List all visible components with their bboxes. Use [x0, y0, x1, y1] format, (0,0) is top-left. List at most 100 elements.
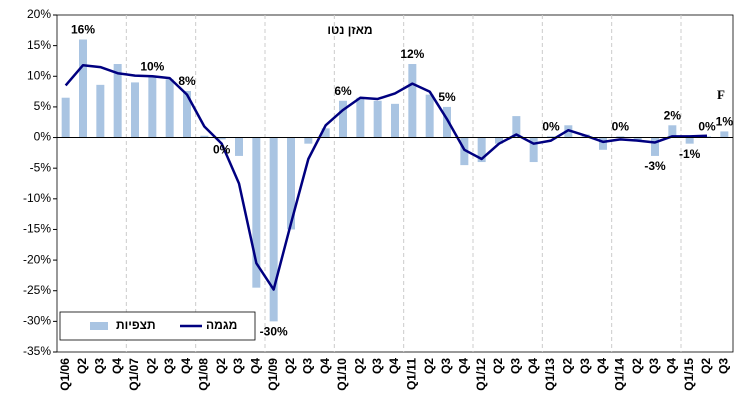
- bar: [339, 100, 347, 138]
- x-tick-label: Q2: [422, 358, 436, 374]
- bar: [373, 100, 382, 138]
- x-tick-label: Q3: [509, 358, 523, 374]
- legend-label: תצפיות: [116, 318, 156, 332]
- bar: [668, 125, 677, 138]
- bar: [96, 84, 105, 138]
- x-tick-label: Q2: [145, 358, 159, 374]
- bar: [61, 97, 70, 138]
- x-tick-label: Q4: [179, 358, 193, 374]
- y-tick-label: -35%: [23, 344, 51, 358]
- data-label: 1%: [716, 115, 734, 129]
- bar: [408, 64, 417, 138]
- x-tick-label: Q1/08: [197, 358, 211, 391]
- data-label: 12%: [400, 47, 424, 61]
- data-label: 0%: [213, 143, 231, 157]
- x-tick-label: Q2: [561, 358, 575, 374]
- y-tick-label: 15%: [27, 38, 51, 52]
- x-tick-label: Q1/09: [266, 358, 280, 391]
- bar: [651, 137, 659, 156]
- data-label: 10%: [140, 59, 164, 73]
- bar: [269, 137, 278, 322]
- bar: [321, 128, 330, 138]
- data-label: 0%: [698, 119, 716, 133]
- x-tick-label: Q2: [630, 358, 644, 374]
- x-tick-label: Q1/15: [682, 358, 696, 391]
- bar: [235, 137, 243, 156]
- bar: [356, 97, 365, 138]
- bar: [131, 82, 139, 138]
- bar: [183, 90, 191, 138]
- bar: [391, 103, 399, 138]
- bar: [200, 135, 209, 138]
- annotation: F: [717, 87, 725, 102]
- bar: [599, 137, 607, 150]
- bar: [165, 79, 174, 138]
- x-tick-label: Q4: [110, 358, 124, 374]
- data-label: 0%: [542, 119, 560, 133]
- x-tick-label: Q4: [526, 358, 540, 374]
- bar: [113, 64, 122, 138]
- trend-line: [64, 63, 708, 291]
- x-tick-label: Q3: [231, 358, 245, 374]
- x-tick-label: Q2: [353, 358, 367, 374]
- bar: [633, 137, 642, 141]
- y-tick-label: 20%: [27, 7, 51, 21]
- x-tick-label: Q4: [318, 358, 332, 374]
- bar: [148, 76, 157, 138]
- y-tick-label: -15%: [23, 222, 51, 236]
- data-label: 5%: [438, 90, 456, 104]
- x-tick-label: Q1/06: [58, 358, 72, 391]
- x-tick-label: Q1/12: [474, 358, 488, 391]
- x-tick-label: Q3: [301, 358, 315, 374]
- x-tick-label: Q1/13: [543, 358, 557, 391]
- bar: [460, 137, 469, 166]
- data-label: -30%: [260, 325, 288, 339]
- bar: [547, 136, 555, 138]
- bar: [425, 94, 434, 138]
- legend-label: מגמה: [206, 318, 237, 332]
- data-label: 8%: [178, 74, 196, 88]
- bar: [685, 137, 694, 144]
- bar: [616, 136, 625, 138]
- x-tick-label: Q3: [370, 358, 384, 374]
- bar: [720, 131, 729, 138]
- x-tick-label: Q2: [491, 358, 505, 374]
- x-tick-label: Q3: [162, 358, 176, 374]
- x-tick-label: Q4: [457, 358, 471, 374]
- x-tick-label: Q3: [647, 358, 661, 374]
- legend-swatch: [90, 322, 108, 330]
- bar: [443, 106, 451, 138]
- x-tick-label: Q2: [699, 358, 713, 374]
- data-label: 16%: [71, 23, 95, 37]
- x-tick-label: Q1/11: [405, 358, 419, 390]
- x-tick-label: Q3: [93, 358, 107, 374]
- data-label: 2%: [664, 108, 682, 122]
- x-tick-label: Q4: [249, 358, 263, 374]
- x-tick-label: Q2: [75, 358, 89, 374]
- data-label: 6%: [334, 84, 352, 98]
- bar: [79, 39, 87, 138]
- bar: [252, 137, 261, 288]
- x-tick-label: Q4: [665, 358, 679, 374]
- data-label: -1%: [679, 147, 701, 161]
- y-tick-label: -30%: [23, 314, 51, 328]
- y-tick-label: 5%: [34, 99, 52, 113]
- y-tick-label: -25%: [23, 283, 51, 297]
- x-tick-label: Q3: [578, 358, 592, 374]
- x-tick-label: Q1/07: [127, 358, 141, 391]
- plot-area: [56, 14, 734, 353]
- y-tick-label: -5%: [30, 160, 52, 174]
- x-tick-label: Q1/10: [335, 358, 349, 391]
- x-tick-label: Q4: [595, 358, 609, 374]
- y-tick-label: -20%: [23, 252, 51, 266]
- bar: [512, 116, 521, 138]
- x-tick-label: Q3: [439, 358, 453, 374]
- y-tick-label: 0%: [34, 130, 52, 144]
- x-tick-label: Q4: [387, 358, 401, 374]
- bar: [495, 137, 503, 144]
- x-tick-label: Q3: [717, 358, 731, 374]
- data-label: 0%: [612, 119, 630, 133]
- bar: [287, 137, 295, 230]
